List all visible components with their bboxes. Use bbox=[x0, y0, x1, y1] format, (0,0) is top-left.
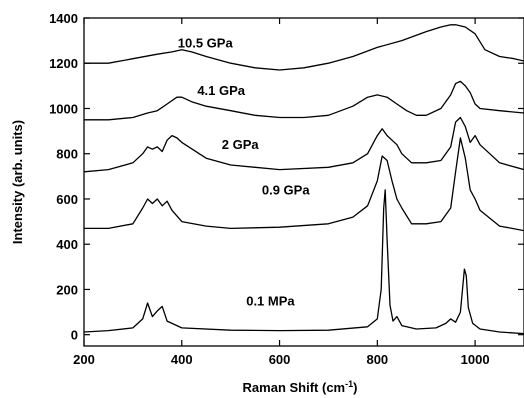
series-label-2: 2 GPa bbox=[222, 137, 260, 152]
series-line-2 bbox=[83, 116, 524, 173]
y-axis-title: Intensity (arb. units) bbox=[10, 120, 25, 244]
y-tick-label: 1200 bbox=[49, 56, 78, 71]
series-label-3: 4.1 GPa bbox=[197, 83, 245, 98]
y-tick-label: 0 bbox=[71, 328, 78, 343]
y-tick-label: 400 bbox=[56, 237, 78, 252]
y-tick-label: 1000 bbox=[49, 101, 78, 116]
series-line-3 bbox=[84, 80, 524, 121]
x-tick-label: 600 bbox=[269, 352, 291, 367]
series-traces bbox=[83, 24, 524, 335]
series-labels: 0.1 MPa 0.9 GPa 2 GPa 4.1 GPa 10.5 GPa bbox=[178, 35, 311, 308]
x-tick-label: 1000 bbox=[461, 352, 490, 367]
x-tick-label: 200 bbox=[73, 352, 95, 367]
series-label-1: 0.9 GPa bbox=[262, 182, 310, 197]
x-axis-title: Raman Shift (cm-1) bbox=[243, 379, 358, 395]
y-tick-label: 600 bbox=[56, 192, 78, 207]
series-line-1 bbox=[84, 137, 524, 232]
x-tick-label: 400 bbox=[171, 352, 193, 367]
series-label-0: 0.1 MPa bbox=[246, 293, 295, 308]
y-axis-ticks: 0 200 400 600 800 1000 1200 1400 bbox=[49, 11, 524, 343]
x-axis-ticks: 200 400 600 800 1000 bbox=[73, 18, 490, 367]
series-line-4 bbox=[84, 24, 524, 71]
y-tick-label: 200 bbox=[56, 282, 78, 297]
x-tick-label: 800 bbox=[366, 352, 388, 367]
plot-frame bbox=[83, 17, 524, 347]
series-line-0 bbox=[83, 189, 524, 335]
y-tick-label: 1400 bbox=[49, 11, 78, 26]
series-label-4: 10.5 GPa bbox=[178, 35, 234, 50]
y-tick-label: 800 bbox=[56, 147, 78, 162]
